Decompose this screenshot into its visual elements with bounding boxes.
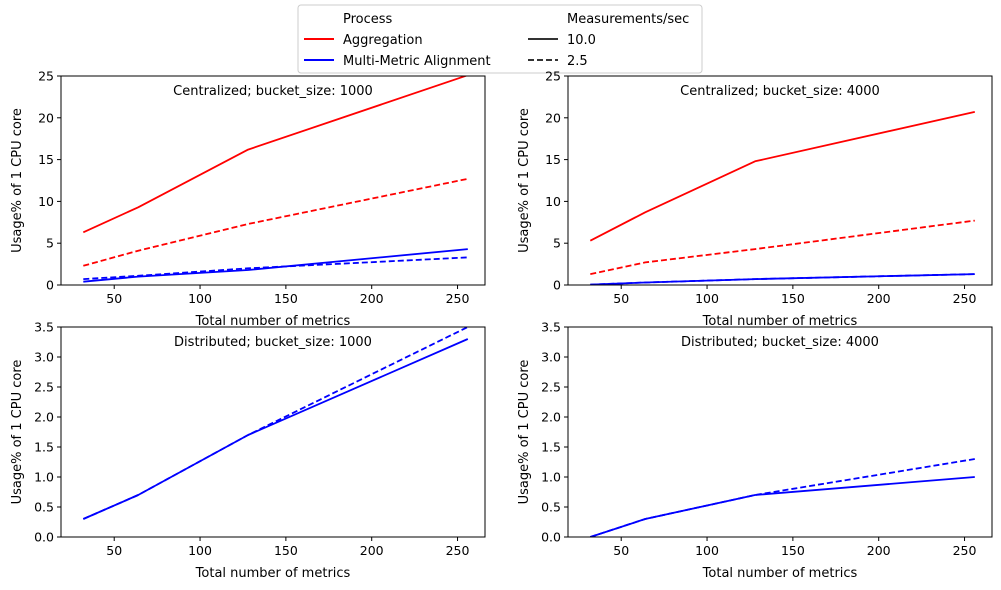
series-group [82,327,469,520]
axes-frame [567,75,993,286]
y-tick-label: 0.0 [541,530,561,545]
plot-area: 50 100 150 200 250 0.0 0.5 1.0 1.5 2.0 2.5 3.0 3.5 [34,320,486,558]
panel-title: Centralized; bucket_size: 4000 [680,84,880,99]
panel-distributed-1000: 50 100 150 200 250 0.0 0.5 1.0 1.5 2.0 2.5 3.0 3.5 D… [10,320,486,581]
y-tick-label: 3.0 [34,350,54,365]
y-tick-label: 0.5 [34,500,54,515]
axes-frame [60,75,486,286]
y-tick-label: 20 [545,110,561,125]
y-tick-label: 3.0 [541,350,561,365]
y-tick-label: 0.5 [541,500,561,515]
x-tick-label: 150 [781,543,805,558]
x-tick-label: 50 [106,543,122,558]
x-tick-label: 150 [274,291,298,306]
y-tick-label: 3.5 [34,320,54,335]
legend-rate-dashed-label: 2.5 [567,54,588,69]
series-line-alignment-dashed [83,256,468,280]
x-tick-label: 250 [953,291,977,306]
series-line-alignment-solid [82,338,469,520]
y-tick-label: 1.5 [34,440,54,455]
axes-frame [567,326,993,538]
legend-process-title: Process [343,12,393,27]
series-line-alignment-dashed [82,327,469,520]
y-tick-label: 5 [46,236,54,251]
panel-title: Distributed; bucket_size: 1000 [174,335,372,350]
panel-distributed-4000: 50 100 150 200 250 0.0 0.5 1.0 1.5 2.0 2.5 3.0 3.5 D… [517,320,993,581]
y-axis-label: Usage% of 1 CPU core [517,108,532,253]
legend-aggregation-label: Aggregation [343,33,423,48]
y-tick-label: 0 [46,278,54,293]
x-tick-label: 50 [613,291,629,306]
y-tick-label: 2.5 [34,380,54,395]
y-tick-label: 2.0 [541,410,561,425]
series-line-aggregation-dashed [83,177,468,267]
y-tick-label: 15 [38,152,54,167]
legend-frame [297,4,703,74]
y-tick-label: 5 [553,236,561,251]
panel-title: Distributed; bucket_size: 4000 [681,335,879,350]
x-axis-label: Total number of metrics [702,566,858,581]
x-tick-label: 200 [360,291,384,306]
x-tick-label: 250 [446,291,470,306]
x-axis-label: Total number of metrics [702,314,858,329]
y-tick-label: 2.0 [34,410,54,425]
y-axis-label: Usage% of 1 CPU core [10,360,25,505]
y-tick-label: 25 [38,69,54,84]
y-tick-label: 20 [38,110,54,125]
y-axis-label: Usage% of 1 CPU core [10,108,25,253]
series-group [590,458,975,537]
plot-area: 50 100 150 200 250 0 5 10 15 20 25 [545,69,993,306]
y-axis-label: Usage% of 1 CPU core [517,360,532,505]
y-tick-label: 15 [545,152,561,167]
x-tick-label: 100 [188,291,212,306]
y-tick-label: 1.0 [541,470,561,485]
x-tick-label: 100 [695,543,719,558]
series-line-aggregation-solid [82,76,469,234]
series-line-alignment-solid [83,248,468,283]
x-axis-label: Total number of metrics [195,566,351,581]
legend-rate-title: Measurements/sec [567,12,689,27]
x-tick-label: 150 [781,291,805,306]
y-tick-label: 10 [38,194,54,209]
series-group [82,76,469,283]
panel-centralized-1000: 50 100 150 200 250 0 5 10 15 20 25 Centralized; bu… [10,69,486,329]
x-tick-label: 100 [188,543,212,558]
y-tick-label: 3.5 [541,320,561,335]
series-line-aggregation-dashed [590,219,975,275]
y-tick-label: 0 [553,278,561,293]
series-line-alignment-dashed [590,273,975,285]
x-tick-label: 50 [106,291,122,306]
legend: Process Aggregation Multi-Metric Alignme… [297,4,703,74]
series-line-aggregation-solid [589,111,975,242]
y-tick-label: 10 [545,194,561,209]
y-tick-label: 2.5 [541,380,561,395]
x-tick-label: 150 [274,543,298,558]
x-tick-label: 250 [953,543,977,558]
panel-title: Centralized; bucket_size: 1000 [173,84,373,99]
series-group [589,111,975,285]
series-line-alignment-solid [590,476,975,537]
x-tick-label: 200 [867,291,891,306]
legend-rate-solid-label: 10.0 [567,33,596,48]
axes-frame [60,326,486,538]
y-tick-label: 1.0 [34,470,54,485]
legend-alignment-label: Multi-Metric Alignment [343,54,491,69]
y-tick-label: 0.0 [34,530,54,545]
panel-centralized-4000: 50 100 150 200 250 0 5 10 15 20 25 Centralized; bu… [517,69,993,329]
series-line-alignment-dashed [590,458,975,537]
x-tick-label: 200 [360,543,384,558]
x-tick-label: 200 [867,543,891,558]
y-tick-label: 25 [545,69,561,84]
x-tick-label: 250 [446,543,470,558]
x-tick-label: 100 [695,291,719,306]
y-tick-label: 1.5 [541,440,561,455]
plot-area: 50 100 150 200 250 0 5 10 15 20 25 [38,69,486,306]
x-axis-label: Total number of metrics [195,314,351,329]
plot-area: 50 100 150 200 250 0.0 0.5 1.0 1.5 2.0 2.5 3.0 3.5 [541,320,993,558]
x-tick-label: 50 [613,543,629,558]
